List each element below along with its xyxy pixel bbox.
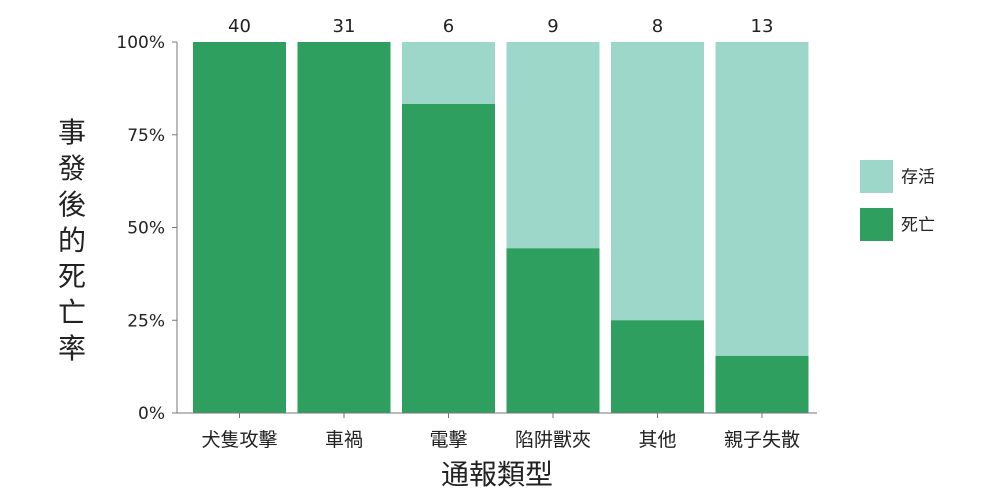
- legend-label: 存活: [901, 168, 935, 188]
- count-label: 8: [652, 16, 663, 37]
- bar-survived-2: [402, 42, 495, 104]
- x-axis-title: 通報類型: [441, 458, 553, 491]
- count-label: 40: [228, 16, 251, 37]
- x-tick-label: 其他: [638, 429, 676, 451]
- y-tick-label: 0%: [138, 404, 165, 424]
- y-axis-title: 事發後的死亡率: [58, 116, 86, 365]
- bars-group: [193, 42, 809, 413]
- x-tick-label: 車禍: [325, 429, 363, 451]
- count-label: 9: [547, 16, 558, 37]
- y-tick-label: 25%: [127, 311, 165, 331]
- legend-label: 死亡: [901, 216, 935, 236]
- bar-death-1: [297, 42, 391, 413]
- count-label: 31: [333, 16, 356, 37]
- y-tick-label: 50%: [127, 219, 165, 239]
- bar-death-0: [193, 42, 286, 413]
- y-tick-label: 100%: [116, 33, 165, 53]
- y-axis: 0% 25% 50% 75% 100%: [116, 33, 178, 424]
- x-tick-label: 陷阱獸夾: [515, 429, 591, 451]
- bar-survived-3: [506, 42, 600, 249]
- count-label: 13: [751, 16, 774, 37]
- x-tick-label: 犬隻攻擊: [201, 429, 277, 451]
- bar-survived-5: [715, 42, 809, 356]
- count-labels: 40 31 6 9 8 13: [228, 16, 773, 37]
- legend-swatch: [860, 160, 893, 193]
- x-tick-label: 親子失散: [724, 429, 800, 451]
- x-tick-label: 電擊: [429, 429, 467, 451]
- bar-death-2: [402, 103, 495, 413]
- x-axis: 犬隻攻擊 車禍 電擊 陷阱獸夾 其他 親子失散: [177, 412, 817, 451]
- legend-swatch: [860, 208, 893, 241]
- bar-survived-4: [611, 42, 704, 321]
- y-tick-label: 75%: [127, 126, 165, 146]
- bar-death-4: [611, 320, 704, 413]
- bar-death-5: [715, 355, 809, 413]
- bar-death-3: [506, 248, 600, 413]
- count-label: 6: [443, 16, 454, 37]
